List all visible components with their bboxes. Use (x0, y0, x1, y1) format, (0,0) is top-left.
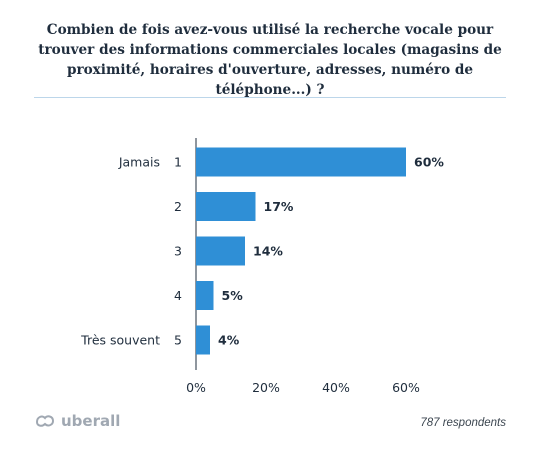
brand-name: uberall (61, 412, 121, 430)
bar-4 (196, 281, 214, 310)
chart-title: Combien de fois avez-vous utilisé la rec… (38, 22, 502, 98)
respondents-note: 787 respondents (420, 417, 506, 429)
uberall-logo-icon (35, 415, 55, 427)
x-tick-label-40: 40% (322, 380, 350, 395)
x-tick-label-60: 60% (392, 380, 420, 395)
y-category-description-5: Très souvent (80, 333, 160, 348)
bar-value-label-1: 60% (414, 155, 444, 170)
bar-1 (196, 147, 406, 177)
bar-value-label-5: 4% (218, 333, 240, 348)
brand-logo: uberall (34, 412, 120, 430)
y-tick-label-4: 4 (174, 288, 182, 303)
bar-3 (196, 236, 245, 266)
x-tick-label-0: 0% (186, 380, 206, 395)
y-tick-label-3: 3 (174, 244, 182, 259)
y-tick-label-5: 5 (174, 333, 182, 348)
bar-5 (196, 325, 210, 355)
title-divider (34, 97, 506, 98)
bar-value-label-2: 17% (264, 199, 294, 214)
x-tick-label-20: 20% (252, 380, 280, 395)
bar-2 (196, 192, 256, 221)
y-tick-label-2: 2 (174, 199, 182, 214)
y-tick-label-1: 1 (174, 155, 182, 170)
bar-value-label-4: 5% (222, 288, 244, 303)
y-category-description-1: Jamais (118, 155, 160, 170)
bar-value-label-3: 14% (253, 244, 283, 259)
